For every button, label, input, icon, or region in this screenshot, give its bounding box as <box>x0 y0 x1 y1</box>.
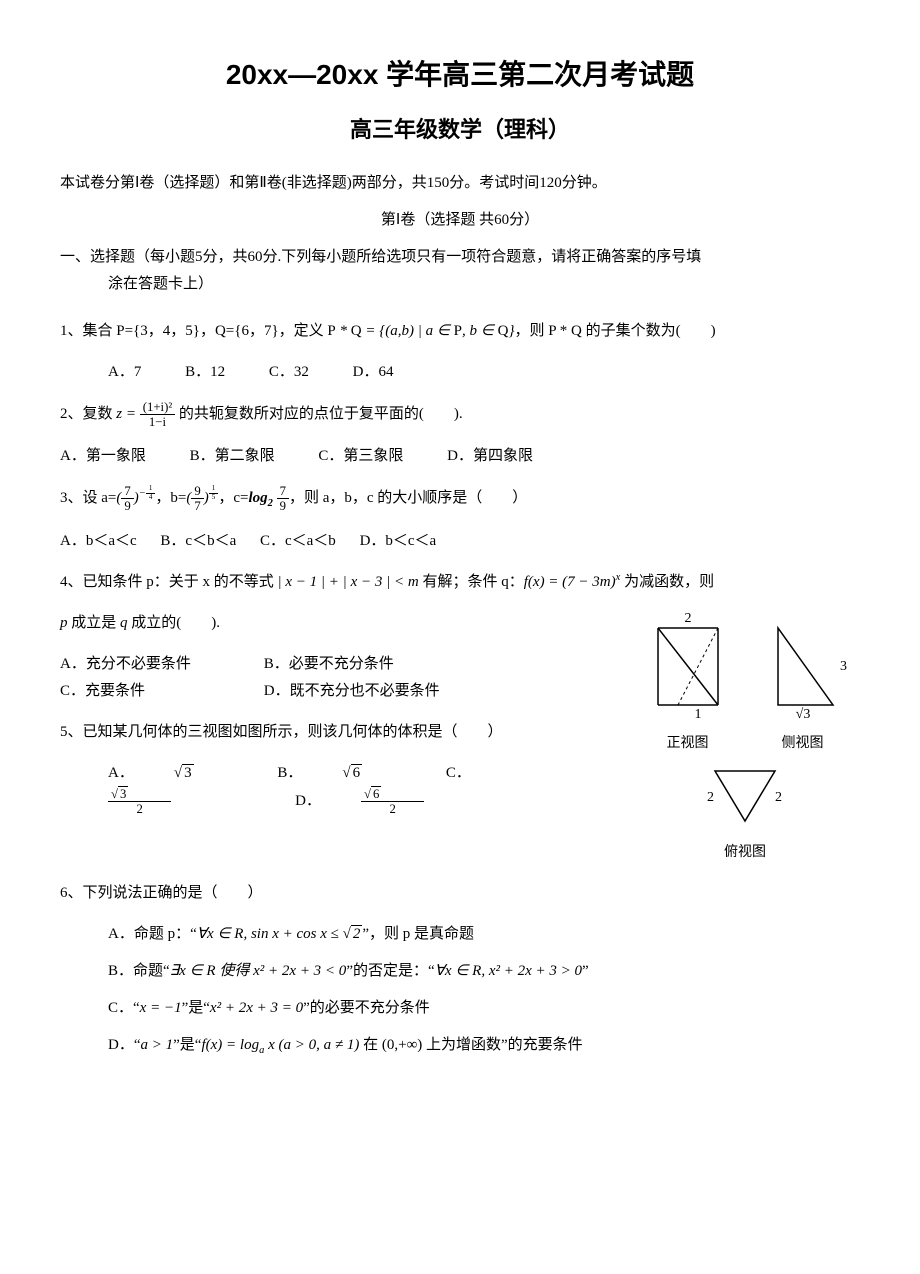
question-2: 2、复数 z = (1+i)²1−i 的共轭复数所对应的点位于复平面的( ). <box>60 400 860 429</box>
q4-opt-b: B．必要不充分条件 <box>264 656 394 672</box>
q4-post: 为减函数，则 <box>620 574 714 590</box>
q3-opt-d: D．b＜c＜a <box>360 533 437 549</box>
q1-formula: P * Q = {(a,b) | a ∈ P, b ∈ Q} <box>327 323 514 339</box>
q4-opt-d: D．既不充分也不必要条件 <box>264 683 440 699</box>
q4-formula1: | x − 1 | + | x − 3 | < m <box>278 574 419 590</box>
q3-b-den: 7 <box>191 499 203 513</box>
side-view: 3 √3 <box>758 610 848 729</box>
q2-opt-b: B．第二象限 <box>190 448 275 464</box>
question-1: 1、集合 P={3，4，5}，Q={6，7}，定义 P * Q = {(a,b)… <box>60 318 860 345</box>
q2-opt-c: C．第三象限 <box>318 448 403 464</box>
q2-den: 1−i <box>140 415 175 429</box>
question-4: 4、已知条件 p：关于 x 的不等式 | x − 1 | + | x − 3 |… <box>60 569 860 596</box>
q3-c-num: 7 <box>277 484 289 499</box>
q3-opt-c: C．c＜a＜b <box>260 533 336 549</box>
q2-text-post: 的共轭复数所对应的点位于复平面的( ). <box>175 406 463 422</box>
q2-opt-a: A．第一象限 <box>60 448 146 464</box>
q4-pre: 4、已知条件 p：关于 x 的不等式 <box>60 574 278 590</box>
q3-c-den: 9 <box>277 499 289 513</box>
q3-opt-a: A．b＜a＜c <box>60 533 137 549</box>
q5-opt-a: A．√3 <box>108 765 234 781</box>
exam-subtitle: 高三年级数学（理科） <box>60 110 860 150</box>
q1-text-post: ，则 P * Q 的子集个数为( ) <box>514 323 715 339</box>
q6-opt-a: A．命题 p：“∀x ∈ R, sin x + cos x ≤ √2”，则 p … <box>108 921 860 948</box>
top-left-label: 2 <box>707 790 714 805</box>
q3-mid1: ，b= <box>155 490 186 506</box>
part1-header: 第Ⅰ卷（选择题 共60分） <box>60 207 860 234</box>
section1-intro-line1: 一、选择题（每小题5分，共60分.下列每小题所给选项只有一项符合题意，请将正确答… <box>60 249 701 265</box>
q6-opt-b: B．命题“∃x ∈ R 使得 x² + 2x + 3 < 0”的否定是：“∀x … <box>108 958 860 985</box>
side-view-label: 侧视图 <box>782 731 824 756</box>
top-view-label: 俯视图 <box>630 840 860 865</box>
q3-b-exp-den: 5 <box>209 494 219 502</box>
question-6: 6、下列说法正确的是（ ） <box>60 880 860 907</box>
q4-opt-a: A．充分不必要条件 <box>60 651 260 678</box>
exam-instructions: 本试卷分第Ⅰ卷（选择题）和第Ⅱ卷(非选择题)两部分，共150分。考试时间120分… <box>60 170 860 197</box>
q3-a-den: 9 <box>121 499 133 513</box>
q4-mid: 有解；条件 q： <box>419 574 524 590</box>
q1-options: A．7 B．12 C．32 D．64 <box>108 359 860 386</box>
q3-b: (97)15 <box>186 490 218 506</box>
q3-options: A．b＜a＜c B．c＜b＜a C．c＜a＜b D．b＜c＜a <box>60 528 860 555</box>
q3-opt-b: B．c＜b＜a <box>160 533 236 549</box>
q1-opt-b: B．12 <box>185 364 225 380</box>
q1-text-pre: 1、集合 P={3，4，5}，Q={6，7}，定义 <box>60 323 327 339</box>
q3-text-pre: 3、设 a= <box>60 490 116 506</box>
q1-opt-c: C．32 <box>269 364 309 380</box>
exam-title: 20xx—20xx 学年高三第二次月考试题 <box>60 50 860 100</box>
section1-intro-line2: 涂在答题卡上） <box>60 276 213 292</box>
top-right-label: 2 <box>775 790 782 805</box>
q6-options: A．命题 p：“∀x ∈ R, sin x + cos x ≤ √2”，则 p … <box>108 921 860 1061</box>
q5-opt-d: D．√62 <box>295 793 504 809</box>
q1-opt-a: A．7 <box>108 364 141 380</box>
q3-a: (79)−14 <box>116 490 155 506</box>
q6-opt-d: D．“a > 1”是“f(x) = loga x (a > 0, a ≠ 1) … <box>108 1032 860 1061</box>
front-top-label: 2 <box>684 611 691 626</box>
side-right-label: 3 <box>840 659 847 674</box>
q1-opt-d: D．64 <box>353 364 394 380</box>
q6-opt-c: C．“x = −1”是“x² + 2x + 3 = 0”的必要不充分条件 <box>108 995 860 1022</box>
front-bottom-label: 1 <box>694 707 701 720</box>
q4-formula2: f(x) = (7 − 3m)x <box>524 574 621 590</box>
q3-mid2: ，c= <box>218 490 248 506</box>
q3-a-exp-den: 4 <box>146 494 156 502</box>
q5-diagram: 2 1 3 √3 正视图 侧视图 2 <box>630 610 860 866</box>
q2-text-pre: 2、复数 <box>60 406 116 422</box>
q3-c: log2 79 <box>248 490 289 506</box>
q3-a-num: 7 <box>121 484 133 499</box>
top-view: 2 2 <box>630 761 860 840</box>
q3-text-post: ，则 a，b，c 的大小顺序是（ ） <box>289 490 527 506</box>
q2-opt-d: D．第四象限 <box>447 448 533 464</box>
front-view-label: 正视图 <box>667 731 709 756</box>
section1-intro: 一、选择题（每小题5分，共60分.下列每小题所给选项只有一项符合题意，请将正确答… <box>60 244 860 298</box>
q2-options: A．第一象限 B．第二象限 C．第三象限 D．第四象限 <box>60 443 860 470</box>
side-bottom-label: √3 <box>795 707 810 720</box>
q4-opt-c: C．充要条件 <box>60 678 260 705</box>
q2-num: (1+i)² <box>140 400 175 415</box>
q5-opt-b: B．√6 <box>277 765 402 781</box>
question-3: 3、设 a=(79)−14，b=(97)15，c=log2 79，则 a，b，c… <box>60 484 860 514</box>
q3-b-num: 9 <box>191 484 203 499</box>
q2-formula: z = (1+i)²1−i <box>116 406 175 422</box>
front-view: 2 1 <box>643 610 733 729</box>
